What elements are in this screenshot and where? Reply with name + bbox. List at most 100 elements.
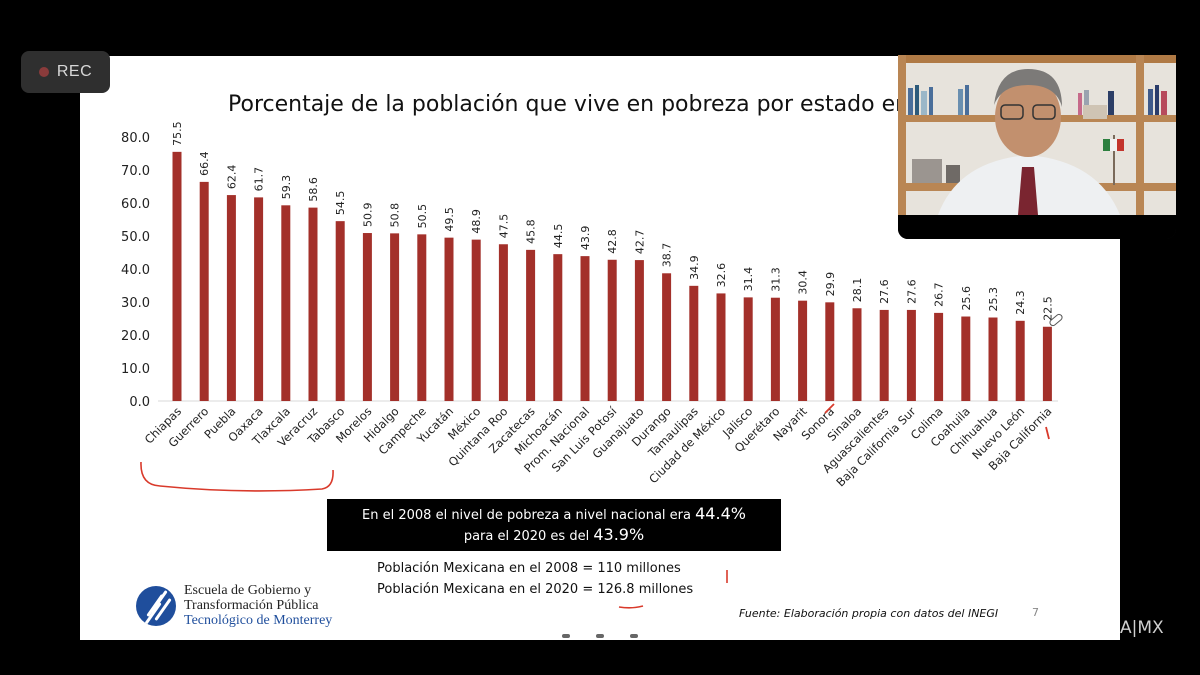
- presenter-video-frame: [898, 55, 1176, 239]
- bar: [226, 195, 236, 401]
- source-note: Fuente: Elaboración propia con datos del…: [739, 607, 999, 620]
- bar: [662, 273, 672, 401]
- bar: [825, 302, 835, 401]
- bar: [961, 316, 971, 401]
- data-label: 54.5: [334, 191, 347, 216]
- data-label: 26.7: [933, 282, 946, 307]
- bar: [879, 309, 889, 401]
- y-tick-label: 0.0: [129, 395, 150, 410]
- data-label: 22.5: [1041, 296, 1054, 321]
- data-label: 28.1: [851, 278, 864, 303]
- flame-logo-icon: [136, 585, 176, 626]
- data-label: 38.7: [661, 243, 674, 268]
- page-number: 7: [1032, 606, 1039, 619]
- channel-watermark: A|MX: [1120, 618, 1164, 638]
- data-label: 45.8: [525, 219, 538, 244]
- bar: [444, 237, 454, 401]
- slide-title: Porcentaje de la población que vive en p…: [228, 92, 999, 117]
- bar: [689, 285, 699, 401]
- institution-logo: Escuela de Gobierno y Transformación Púb…: [136, 583, 332, 628]
- data-label: 30.4: [797, 270, 810, 295]
- logo-line1: Escuela de Gobierno y: [184, 583, 312, 598]
- bar: [1015, 320, 1025, 401]
- data-label: 66.4: [198, 151, 211, 176]
- population-2008: Población Mexicana en el 2008 = 110 mill…: [377, 561, 681, 576]
- bar: [526, 249, 536, 401]
- data-label: 44.5: [552, 224, 565, 249]
- bar: [335, 221, 345, 401]
- data-label: 50.5: [416, 204, 429, 229]
- y-axis: 0.0 10.0 20.0 30.0 40.0 50.0 60.0 70.0 80.0: [121, 131, 150, 410]
- data-label: 50.8: [389, 203, 402, 228]
- bar: [1042, 326, 1052, 401]
- data-label: 31.3: [769, 267, 782, 292]
- population-2020: Población Mexicana en el 2020 = 126.8 mi…: [377, 582, 694, 597]
- data-label: 27.6: [905, 279, 918, 304]
- bar: [281, 205, 291, 401]
- y-tick-label: 20.0: [121, 329, 150, 344]
- bar: [308, 207, 318, 401]
- y-tick-label: 30.0: [121, 296, 150, 311]
- y-tick-label: 60.0: [121, 197, 150, 212]
- bar: [634, 260, 644, 401]
- bar: [798, 300, 808, 401]
- annotation-tick-bc: [1045, 426, 1050, 440]
- data-label: 25.3: [987, 287, 1000, 312]
- pencil-cursor-icon: [1049, 313, 1063, 327]
- bar: [254, 197, 264, 401]
- data-label: 43.9: [579, 226, 592, 251]
- bar: [580, 256, 590, 401]
- recording-indicator: REC: [21, 51, 110, 93]
- data-label: 42.7: [633, 230, 646, 255]
- bar: [770, 297, 780, 401]
- recording-label: REC: [56, 63, 93, 80]
- data-labels: 75.5 66.4 62.4 61.7 59.3 58.6 54.5 50.9 50.8 50.5…: [171, 121, 1054, 320]
- data-label: 75.5: [171, 121, 184, 146]
- callout-2008-value: 44.4%: [695, 504, 746, 523]
- bar: [988, 317, 998, 401]
- bar: [934, 312, 944, 401]
- data-label: 42.8: [606, 229, 619, 254]
- bar: [553, 254, 563, 401]
- y-tick-label: 40.0: [121, 263, 150, 278]
- data-label: 24.3: [1014, 290, 1027, 315]
- data-label: 61.7: [253, 167, 266, 192]
- y-tick-label: 10.0: [121, 362, 150, 377]
- data-label: 34.9: [688, 255, 701, 280]
- presenter-video[interactable]: [898, 55, 1176, 239]
- bar: [498, 244, 508, 401]
- bar: [716, 293, 726, 401]
- bar: [852, 308, 862, 401]
- annotation-underline: [618, 605, 644, 609]
- data-label: 59.3: [280, 175, 293, 200]
- bar: [199, 181, 209, 401]
- bars: [172, 151, 1052, 401]
- y-tick-label: 70.0: [121, 164, 150, 179]
- poverty-callout-box: En el 2008 el nivel de pobreza a nivel n…: [327, 499, 781, 551]
- logo-line2: Transformación Pública: [184, 598, 319, 613]
- logo-line3: Tecnológico de Monterrey: [184, 613, 333, 628]
- bar: [172, 151, 182, 401]
- data-label: 29.9: [824, 272, 837, 297]
- callout-line2-text: para el 2020 es del: [463, 529, 594, 544]
- bar: [906, 309, 916, 401]
- slide-pager: [562, 634, 638, 638]
- data-label: 50.9: [361, 203, 374, 228]
- data-label: 25.6: [960, 286, 973, 311]
- data-label: 27.6: [878, 279, 891, 304]
- data-label: 58.6: [307, 177, 320, 202]
- callout-line1-text: En el 2008 el nivel de pobreza a nivel n…: [362, 508, 696, 523]
- callout-2020-value: 43.9%: [593, 525, 645, 544]
- annotation-tick-sonora: [824, 403, 835, 414]
- record-dot-icon: [38, 67, 49, 77]
- bar: [417, 234, 427, 401]
- data-label: 49.5: [443, 207, 456, 232]
- annotation-bracket: [140, 461, 334, 492]
- y-tick-label: 80.0: [121, 131, 150, 146]
- data-label: 47.5: [497, 214, 510, 239]
- y-tick-label: 50.0: [121, 230, 150, 245]
- population-notes: Población Mexicana en el 2008 = 110 mill…: [377, 558, 693, 600]
- data-label: 32.6: [715, 263, 728, 288]
- bar: [743, 297, 753, 401]
